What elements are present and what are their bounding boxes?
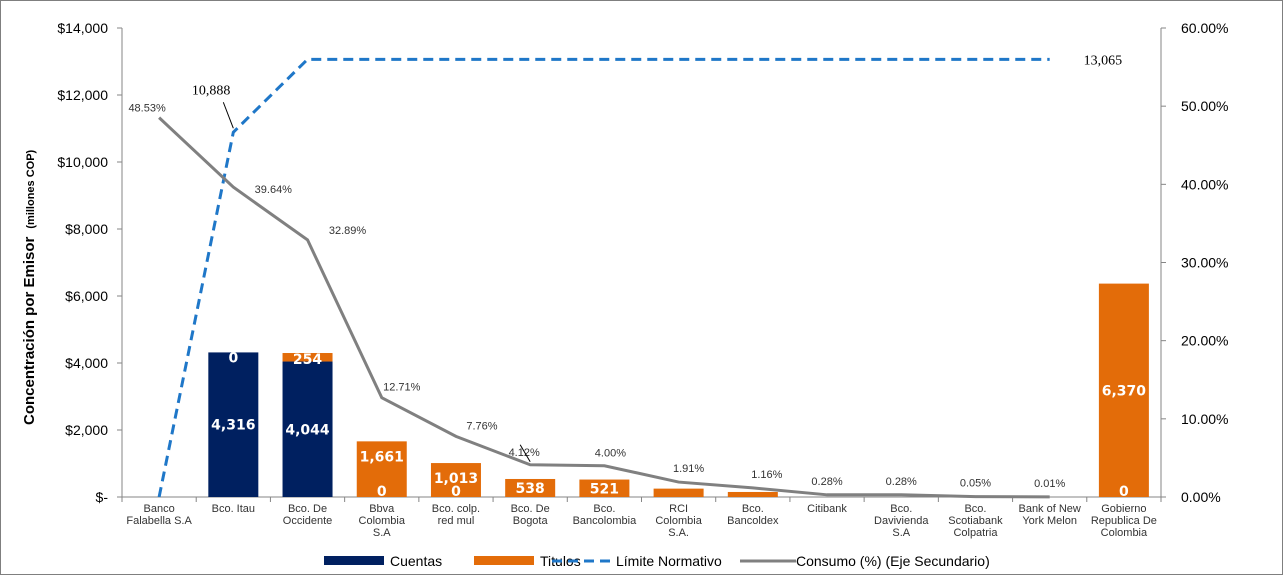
data-label-titulos: 0 [228,350,238,366]
data-label-cuentas: 4,316 [211,418,255,434]
legend-label: Consumo (%) (Eje Secundario) [796,553,990,569]
legend-swatch [324,556,384,565]
data-label-cuentas: 0 [451,484,461,500]
bar-titulos [1098,283,1149,497]
data-label-titulos: 1,661 [360,449,404,465]
bar-titulos [727,491,778,497]
x-tick-label: Bank of New York Melon [1018,503,1080,527]
y2-tick-label: 40.00% [1181,176,1228,192]
x-tick-label: Bco. De Occidente [283,503,333,527]
y2-tick-label: 60.00% [1181,20,1228,36]
data-label-consumo: 0.05% [960,478,991,490]
x-tick-label: Bco. Bancoldex [727,503,779,527]
y2-tick-label: 0.00% [1181,489,1221,505]
x-tick-label: Bbva Colombia S.A [359,503,406,539]
x-tick-label: Banco Falabella S.A [126,503,192,527]
y-tick-label: $8,000 [65,221,108,237]
data-label-consumo: 0.01% [1034,478,1065,490]
data-label-cuentas: 0 [377,484,387,500]
legend-label: Cuentas [390,553,442,569]
x-tick-label: RCI Colombia S.A. [655,503,702,539]
data-label-cuentas: 0 [1119,484,1129,500]
data-label-consumo: 32.89% [329,225,367,237]
data-label-titulos: 254 [293,352,322,368]
bar-titulos [430,463,481,497]
data-label-titulos: 1,013 [434,471,478,487]
leader-line [519,444,531,463]
data-label-consumo: 1.16% [751,469,782,481]
data-label-consumo: 12.71% [383,382,421,394]
data-label-consumo: 1.91% [673,463,704,475]
y-axis-title: Concentración por Emisor (millones COP) [21,149,38,425]
bar-titulos [282,353,333,362]
bar-titulos [579,479,630,497]
legend-label: Límite Normativo [616,553,722,569]
y-tick-label: $10,000 [57,154,108,170]
y2-tick-label: 50.00% [1181,98,1228,114]
legend: Cuentas Titulos Límite Normativo Consumo (%… [324,553,990,569]
line-limite-normativo [157,57,1050,498]
leader-line [222,102,234,129]
x-tick-label: Bco. Bancolombia [573,503,637,527]
data-label-titulos: 521 [590,481,619,497]
bar-titulos [356,441,407,497]
data-label-consumo: 7.76% [466,420,497,432]
y-tick-label: $- [96,489,109,505]
y-axis-title-main: Concentración por Emisor [21,236,38,425]
data-label-consumo: 48.53% [128,103,166,115]
data-label-cuentas: 4,044 [285,422,330,438]
data-label-consumo: 4.00% [595,448,626,460]
y2-tick-label: 20.00% [1181,333,1228,349]
data-label-limite: 10,888 [192,83,231,98]
x-tick-label: Bco. Itau [212,503,255,515]
y-tick-label: $12,000 [57,87,108,103]
bar-cuentas [208,352,259,497]
y-tick-label: $4,000 [65,355,108,371]
x-tick-label: Bco. colp. red mul [432,503,480,527]
bar-titulos [653,488,704,497]
data-label-consumo: 0.28% [811,476,842,488]
bar-cuentas [282,361,333,497]
data-label-titulos: 6,370 [1102,383,1147,399]
data-label-consumo: 39.64% [255,184,293,196]
y-tick-label: $6,000 [65,288,108,304]
y2-tick-label: 10.00% [1181,411,1228,427]
x-tick-label: Bco. Scotiabank Colpatria [948,503,1003,539]
x-tick-label: Gobierno Republica De Colombia [1091,503,1157,539]
y-tick-label: $14,000 [57,20,108,36]
y-tick-label: $2,000 [65,422,108,438]
data-label-consumo: 4.12% [509,447,540,459]
bar-titulos [505,478,556,497]
x-tick-label: Citibank [807,503,847,515]
data-label-consumo: 0.28% [886,476,917,488]
legend-swatch [474,556,534,565]
y-axis-title-unit: (millones COP) [25,149,37,228]
data-label-titulos: 538 [516,481,545,497]
x-tick-label: Bco. Davivienda S.A [874,503,929,539]
line-consumo [158,116,1050,499]
data-label-limite: 13,065 [1084,53,1123,68]
y2-tick-label: 30.00% [1181,255,1228,271]
x-tick-label: Bco. De Bogota [511,503,550,527]
